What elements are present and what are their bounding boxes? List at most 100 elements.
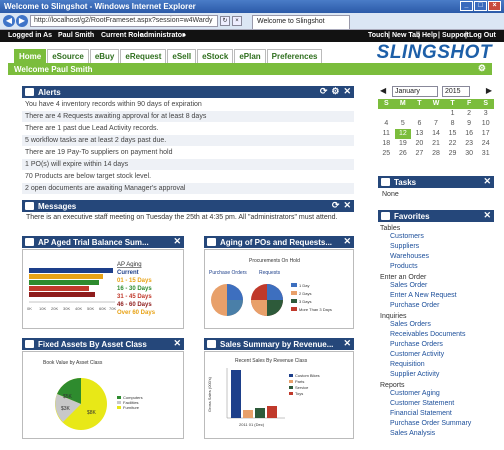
stop-icon[interactable]: × (232, 16, 242, 26)
gear-icon[interactable]: ⚙ (477, 63, 486, 73)
calendar-day[interactable]: 31 (481, 150, 490, 157)
refresh-icon[interactable]: ↻ (220, 16, 230, 26)
alert-row[interactable]: 2 open documents are awaiting Manager's … (22, 183, 354, 194)
favorites-link[interactable]: Products (390, 263, 418, 270)
alert-row[interactable]: You have 4 inventory records within 90 d… (25, 101, 202, 108)
calendar-day[interactable]: 4 (384, 120, 389, 127)
close-icon[interactable]: ✕ (173, 338, 181, 348)
calendar-day[interactable]: 27 (415, 150, 424, 157)
ss-legend-item: Service (295, 385, 309, 390)
close-icon[interactable]: ✕ (173, 236, 181, 246)
calendar-day[interactable]: 5 (400, 120, 405, 127)
favorites-link[interactable]: Sales Orders (390, 321, 431, 328)
close-window-button[interactable]: × (488, 1, 501, 11)
calendar-day[interactable]: 21 (432, 140, 440, 147)
favorites-link[interactable]: Warehouses (390, 253, 430, 260)
year-select[interactable]: 2015 (442, 86, 470, 97)
tab-estock[interactable]: eStock (197, 49, 234, 63)
favorites-link[interactable]: Customers (390, 233, 424, 240)
favorites-link[interactable]: Customer Activity (390, 351, 445, 358)
url-input[interactable]: http://localhost/g2/RootFrameset.aspx?se… (30, 15, 218, 27)
prev-month-icon[interactable]: ◀ (380, 86, 387, 95)
favorites-link[interactable]: Purchase Orders (390, 341, 443, 348)
calendar-day[interactable]: 30 (465, 150, 474, 157)
calendar-day[interactable]: 22 (448, 140, 457, 147)
close-icon[interactable]: ✕ (343, 338, 351, 348)
close-icon[interactable]: ✕ (483, 210, 491, 220)
touch-link[interactable]: Touch (368, 32, 389, 39)
calendar-day[interactable]: 18 (382, 140, 391, 147)
calendar-day[interactable]: 19 (398, 140, 407, 147)
calendar-day[interactable]: 14 (432, 130, 440, 137)
favorites-link[interactable]: Customer Aging (390, 390, 440, 397)
calendar-day[interactable]: 12 (394, 129, 412, 139)
favorites-link[interactable]: Purchase Order Summary (390, 420, 472, 427)
calendar-day[interactable]: 8 (450, 120, 455, 127)
month-select[interactable]: January (392, 86, 438, 97)
calendar-day[interactable]: 25 (382, 150, 391, 157)
minimize-button[interactable]: _ (460, 1, 473, 11)
calendar-day[interactable]: 10 (481, 120, 490, 127)
ap-aging-chart: 0K 10K 20K 30K 40K 50K 60K 70K AP Aging … (22, 249, 184, 329)
tab-home[interactable]: Home (14, 49, 47, 63)
favorites-link[interactable]: Financial Statement (390, 410, 452, 417)
support-link[interactable]: Support (442, 32, 469, 39)
alert-row[interactable]: There are 4 Requests awaiting approval f… (22, 111, 354, 122)
close-icon[interactable]: ✕ (343, 86, 351, 96)
calendar-day[interactable]: 13 (415, 130, 424, 137)
role-value[interactable]: administrator (140, 32, 185, 39)
logout-link[interactable]: Log Out (469, 32, 496, 39)
calendar-day[interactable]: 2 (467, 110, 472, 117)
close-icon[interactable]: ✕ (343, 236, 351, 246)
help-link[interactable]: Help (422, 32, 438, 39)
calendar-day[interactable]: 29 (448, 150, 457, 157)
calendar-day[interactable]: 17 (481, 130, 490, 137)
gear-icon[interactable]: ⚙ (331, 86, 340, 96)
favorites-link[interactable]: Customer Statement (390, 400, 455, 407)
favorites-link[interactable]: Receivables Documents (390, 331, 466, 338)
alert-row[interactable]: 70 Products are below target stock level… (25, 173, 152, 180)
favorites-link[interactable]: Supplier Activity (390, 371, 440, 378)
refresh-icon[interactable]: ⟳ (331, 200, 340, 210)
favorites-link[interactable]: Sales Order (390, 282, 428, 289)
close-icon[interactable]: ✕ (483, 176, 491, 186)
calendar-day[interactable]: 3 (483, 110, 488, 117)
tab-esource[interactable]: eSource (47, 49, 89, 63)
calendar-day[interactable]: 16 (465, 130, 474, 137)
forward-arrow-icon[interactable]: ▶ (16, 15, 28, 27)
tab-ebuy[interactable]: eBuy (89, 49, 120, 63)
calendar-day[interactable]: 7 (434, 120, 438, 127)
back-arrow-icon[interactable]: ◀ (3, 15, 15, 27)
tab-erequest[interactable]: eRequest (120, 49, 167, 63)
tab-esell[interactable]: eSell (167, 49, 197, 63)
tab-eplan[interactable]: ePlan (234, 49, 266, 63)
calendar-day[interactable]: 6 (417, 120, 422, 127)
po-pie-right (251, 284, 283, 316)
favorites-link[interactable]: Sales Analysis (390, 430, 436, 437)
calendar-day[interactable]: 26 (398, 150, 407, 157)
tab-preferences[interactable]: Preferences (266, 49, 323, 63)
alert-row[interactable]: There are 1 past due Lead Activity recor… (25, 125, 159, 132)
favorites-link[interactable]: Purchase Order (390, 302, 440, 309)
alert-row[interactable]: 5 workflow tasks are at least 2 days pas… (22, 135, 354, 146)
close-icon[interactable]: ✕ (343, 200, 351, 210)
calendar-day[interactable]: 23 (465, 140, 474, 147)
maximize-button[interactable]: □ (474, 1, 487, 11)
alert-row[interactable]: 1 PO(s) will expire within 14 days (22, 159, 354, 170)
alert-row[interactable]: There are 19 Pay-To suppliers on payment… (25, 149, 173, 156)
calendar-day[interactable]: 1 (450, 110, 455, 117)
browser-tab[interactable]: Welcome to Slingshot (252, 15, 350, 29)
favorites-link[interactable]: Requisition (390, 361, 425, 368)
calendar-day[interactable]: 28 (432, 150, 440, 157)
calendar-day[interactable]: 11 (382, 130, 390, 137)
new-tab-link[interactable]: New Tab (392, 32, 421, 39)
refresh-icon[interactable]: ⟳ (319, 86, 328, 96)
favorites-link[interactable]: Suppliers (390, 243, 420, 250)
favorites-link[interactable]: Enter A New Request (390, 292, 457, 299)
calendar-day[interactable]: 24 (481, 140, 490, 147)
calendar-day[interactable]: 20 (415, 140, 424, 147)
calendar-day[interactable]: 9 (467, 120, 472, 127)
calendar-day[interactable]: 15 (448, 130, 457, 137)
next-month-icon[interactable]: ▶ (485, 86, 492, 95)
role-dropdown-icon[interactable]: ● (182, 32, 187, 39)
